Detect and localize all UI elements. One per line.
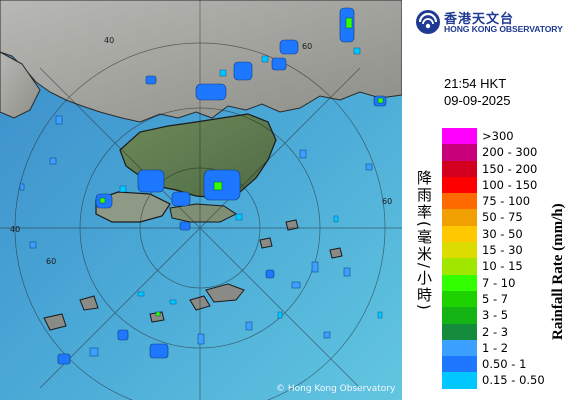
ring-label: 40 (10, 225, 20, 234)
outlying-islands (43, 219, 343, 331)
radar-map-canvas: 40 60 60 40 60 (0, 0, 402, 400)
legend-label: 1 - 2 (482, 340, 509, 355)
legend-label: 0.50 - 1 (482, 357, 527, 372)
legend-title-en: Rainfall Rate (mm/h) (550, 203, 566, 341)
legend-swatch (442, 258, 477, 275)
legend-swatch (442, 290, 477, 308)
range-rings (0, 0, 402, 400)
legend-label: 5 - 7 (482, 291, 509, 306)
legend-swatch (442, 339, 477, 357)
observation-time: 21:54 HKT (444, 76, 507, 91)
legend-label: 3 - 5 (482, 308, 509, 323)
legend-labels: >300 200 - 300 150 - 200 100 - 150 75 - 100 5… (482, 128, 552, 389)
legend-label: 15 - 30 (482, 243, 523, 258)
radar-map[interactable]: 40 60 60 40 60 (0, 0, 402, 400)
organization-name-zh: 香港天文台 (444, 12, 515, 27)
legend-swatch (442, 209, 477, 226)
legend-swatch (442, 128, 477, 145)
legend-swatch (442, 307, 477, 324)
legend-swatch (442, 274, 477, 291)
legend-swatch (442, 372, 477, 389)
legend-label: 50 - 75 (482, 210, 523, 225)
organization-name-en: HONG KONG OBSERVATORY (444, 24, 563, 34)
legend-title-zh: 降雨率(毫米/小時) (415, 170, 433, 312)
ring-label: 60 (46, 257, 56, 266)
hko-logo-icon (416, 10, 440, 34)
legend-label: 7 - 10 (482, 275, 516, 290)
lantau-island (95, 191, 171, 223)
legend-swatch (442, 242, 477, 259)
west-landmass (0, 51, 41, 119)
legend-label: 200 - 300 (482, 145, 538, 160)
legend-label: >300 (482, 129, 514, 143)
legend-swatch (442, 160, 477, 177)
ring-label: 60 (302, 42, 312, 51)
legend-label: 150 - 200 (482, 161, 538, 176)
legend-label: 10 - 15 (482, 259, 523, 274)
ring-label: 60 (382, 197, 392, 206)
legend-label: 2 - 3 (482, 324, 509, 339)
legend-swatch (442, 225, 477, 243)
ring-label: 40 (104, 36, 114, 45)
legend-swatch (442, 144, 477, 161)
legend-color-bar (442, 128, 477, 389)
copyright-text: © Hong Kong Observatory (276, 384, 396, 394)
legend-swatch (442, 323, 477, 340)
observation-date: 09-09-2025 (444, 93, 511, 108)
info-panel: 香港天文台 HONG KONG OBSERVATORY 21:54 HKT 09… (402, 0, 577, 400)
legend-label: 100 - 150 (482, 177, 538, 192)
legend-swatch (442, 193, 477, 210)
radar-echoes (19, 7, 387, 365)
legend-label: 0.15 - 0.50 (482, 373, 545, 388)
legend-label: 30 - 50 (482, 226, 523, 241)
mainland-landmass (0, 0, 402, 123)
legend-swatch (442, 176, 477, 194)
legend-swatch (442, 356, 477, 373)
legend-label: 75 - 100 (482, 194, 531, 209)
